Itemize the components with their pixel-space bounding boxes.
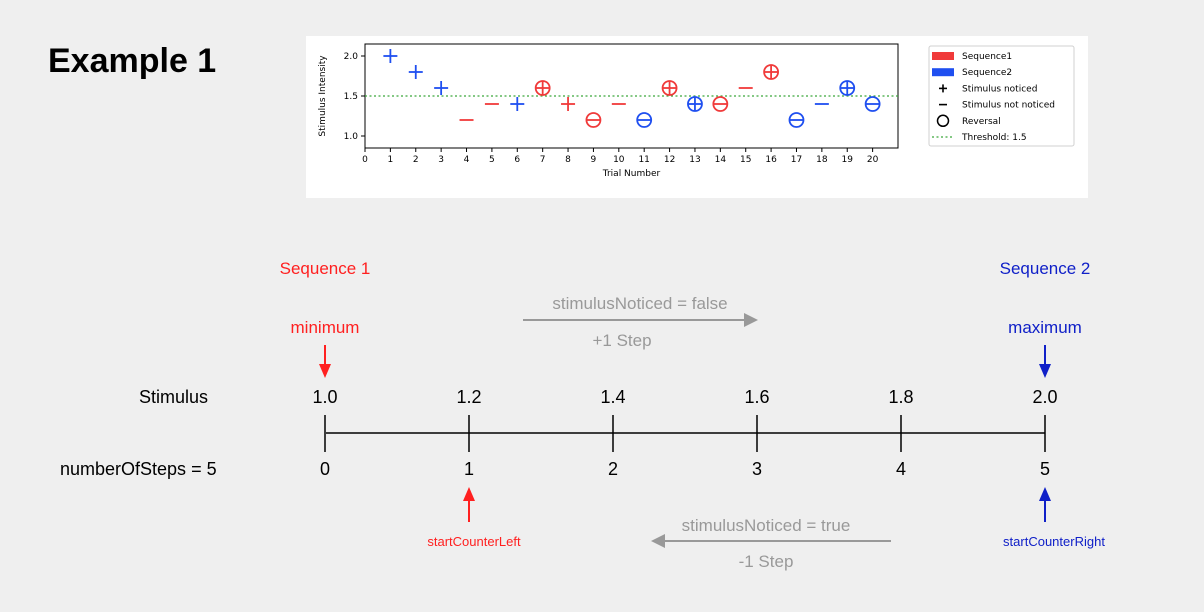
x-tick-label: 12: [664, 155, 675, 165]
point-noticed: [534, 80, 551, 96]
point-not-noticed: [788, 112, 805, 128]
x-tick-label: 2: [413, 155, 419, 165]
x-tick-label: 5: [489, 155, 495, 165]
y-axis-label: Stimulus Intensity: [318, 55, 328, 137]
step-index: 5: [1039, 459, 1051, 479]
x-tick-label: 8: [565, 155, 571, 165]
point-not-noticed: [712, 96, 729, 112]
legend-label: Threshold: 1.5: [961, 133, 1027, 143]
bottom-arrow-text: stimulusNoticed = true: [681, 516, 851, 535]
y-tick-label: 1.0: [344, 132, 359, 142]
stimulus-row-label: Stimulus: [139, 387, 209, 407]
step-index: 2: [607, 459, 619, 479]
y-tick-label: 2.0: [344, 52, 359, 62]
legend-label: Stimulus not noticed: [962, 101, 1055, 111]
stimulus-value: 2.0: [1032, 387, 1058, 407]
legend-label: Sequence2: [962, 68, 1012, 78]
point-noticed: [763, 64, 779, 80]
point-noticed: [661, 80, 678, 96]
x-tick-label: 13: [689, 155, 700, 165]
legend-swatch: [932, 68, 954, 77]
staircase-chart: 0 1 2 3 4 5 6 7 8 9 10 11 12 13 14 15 16 17 18 19 201.01.52.…: [318, 43, 1075, 179]
x-tick-label: 19: [842, 155, 854, 165]
step-index: 4: [895, 459, 907, 479]
legend-label: Sequence1: [962, 52, 1012, 62]
sequence2-label: Sequence 2: [999, 259, 1091, 278]
point-not-noticed: [585, 112, 602, 128]
point-noticed: [383, 49, 398, 63]
top-arrow-sub: +1 Step: [592, 331, 652, 350]
x-tick-label: 11: [638, 155, 649, 165]
x-tick-label: 6: [514, 155, 520, 165]
steps-row-label: numberOfSteps = 5: [60, 459, 217, 479]
point-noticed: [839, 80, 856, 96]
start-left-arrow-head: [463, 487, 475, 501]
top-arrow-head: [744, 313, 758, 327]
x-tick-label: 4: [464, 155, 470, 165]
maximum-label: maximum: [1008, 318, 1082, 337]
x-tick-label: 18: [816, 155, 828, 165]
start-right-arrow-head: [1039, 487, 1051, 501]
x-tick-label: 15: [740, 155, 751, 165]
legend-swatch: [932, 52, 954, 60]
chart-panel: 0 1 2 3 4 5 6 7 8 9 10 11 12 13 14 15 16 17 18 19 20 1.0 1.5 2.…: [306, 36, 1088, 198]
stimulus-value: 1.6: [744, 387, 770, 407]
y-tick-label: 1.5: [344, 92, 358, 102]
top-arrow-text: stimulusNoticed = false: [552, 294, 728, 313]
point-noticed: [434, 81, 449, 95]
legend-label: Stimulus noticed: [962, 84, 1037, 94]
x-tick-label: 9: [591, 155, 597, 165]
x-tick-label: 1: [388, 155, 394, 165]
step-index: 1: [463, 459, 475, 479]
x-tick-label: 16: [765, 155, 777, 165]
point-not-noticed: [864, 96, 881, 112]
legend-label: Reversal: [962, 117, 1001, 127]
start-counter-right-label: startCounterRight: [1003, 534, 1105, 549]
x-axis-label: Trial Number: [602, 169, 661, 179]
point-noticed: [561, 97, 576, 111]
stimulus-value: 1.0: [312, 387, 338, 407]
sequence1-label: Sequence 1: [279, 259, 371, 278]
example-title: Example 1: [48, 42, 217, 80]
x-tick-label: 10: [613, 155, 625, 165]
legend-box: [928, 45, 1075, 147]
x-tick-label: 7: [540, 155, 546, 165]
minimum-arrow-head: [319, 364, 331, 378]
point-noticed: [408, 65, 423, 79]
stimulus-value: 1.8: [888, 387, 914, 407]
x-tick-label: 14: [715, 155, 727, 165]
x-tick-label: 0: [362, 155, 368, 165]
stimulus-value: 1.2: [456, 387, 482, 407]
maximum-arrow-head: [1039, 364, 1051, 378]
point-noticed: [510, 97, 525, 111]
step-index: 3: [751, 459, 763, 479]
bottom-arrow-sub: -1 Step: [738, 552, 794, 571]
x-tick-label: 17: [791, 155, 802, 165]
minimum-label: minimum: [290, 318, 360, 337]
x-tick-label: 20: [867, 155, 879, 165]
legend-circle: [936, 114, 950, 128]
stimulus-value: 1.4: [600, 387, 626, 407]
point-noticed: [687, 96, 703, 112]
bottom-arrow-head: [651, 534, 665, 548]
step-index: 0: [319, 459, 331, 479]
start-counter-left-label: startCounterLeft: [427, 534, 521, 549]
x-tick-label: 3: [438, 155, 444, 165]
point-not-noticed: [636, 112, 653, 128]
